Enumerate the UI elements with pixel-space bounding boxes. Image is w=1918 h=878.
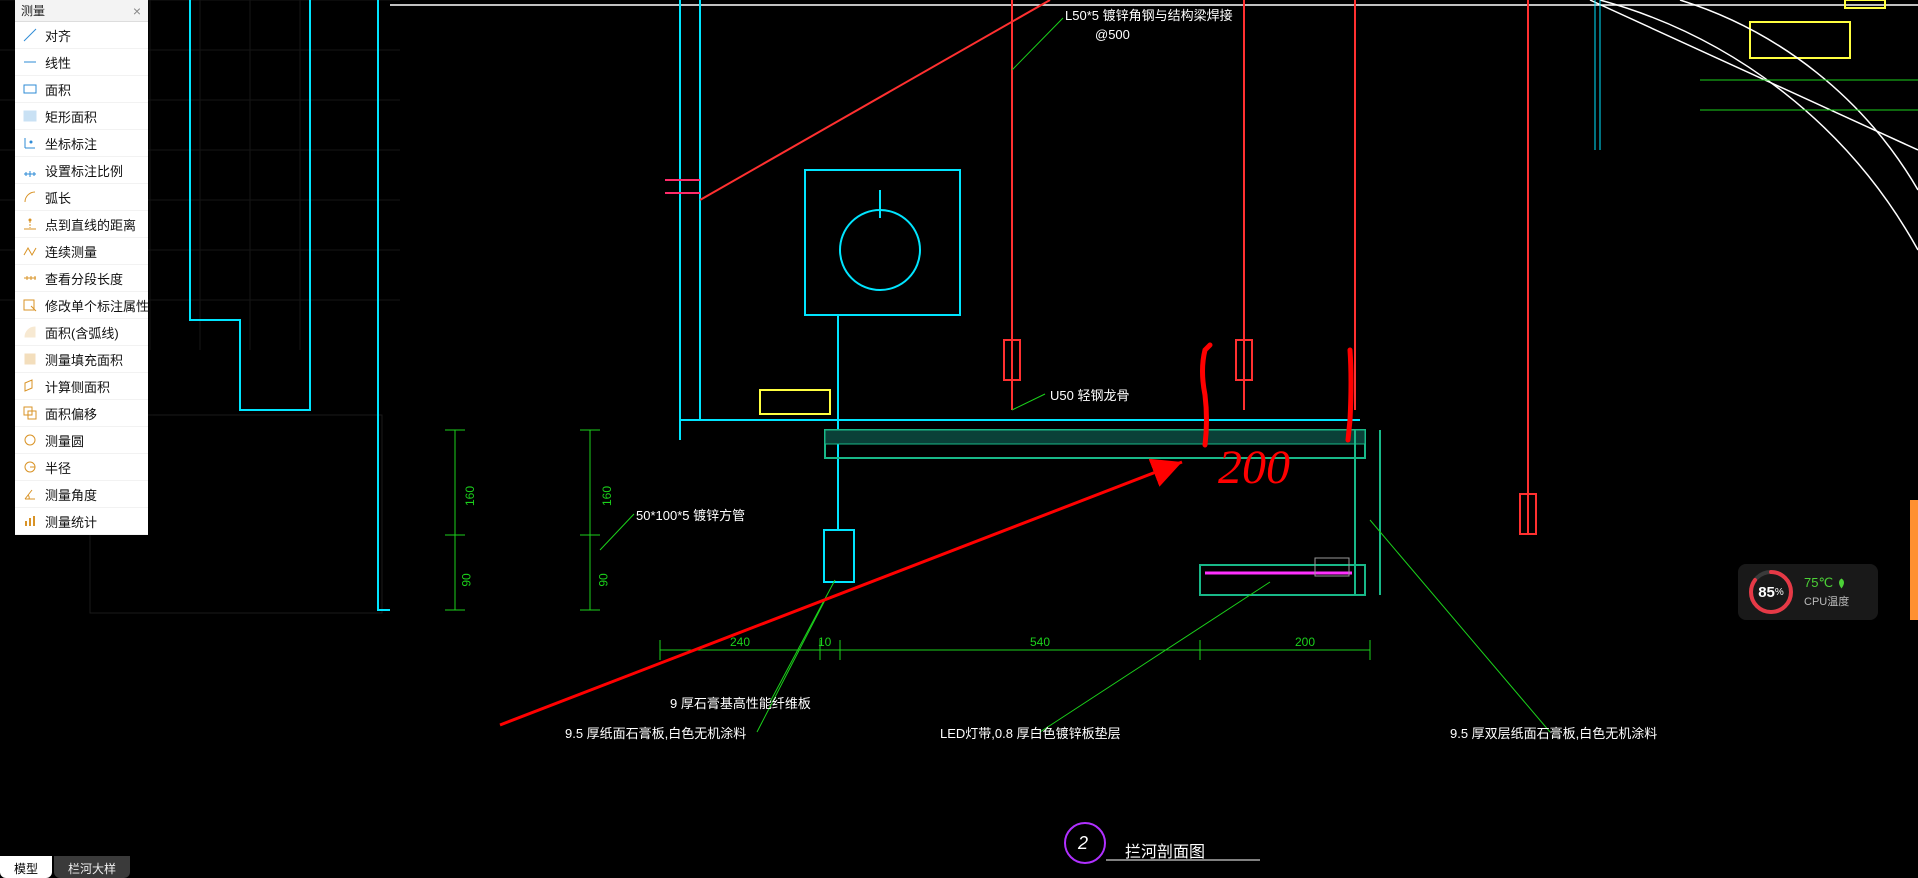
menu-item-label: 测量填充面积 <box>45 350 142 369</box>
menu-header[interactable]: 测量 × <box>15 0 148 22</box>
arcarea-icon <box>21 323 39 341</box>
radius-icon <box>21 458 39 476</box>
cpu-temp-widget[interactable]: 85% 75℃ CPU温度 <box>1738 564 1878 620</box>
menu-item-label: 查看分段长度 <box>45 269 142 288</box>
menu-item-label: 弧长 <box>45 188 142 207</box>
menu-item-linear[interactable]: 线性 <box>15 49 148 76</box>
scale-icon <box>21 161 39 179</box>
menu-item-label: 测量圆 <box>45 431 142 450</box>
menu-item-label: 对齐 <box>45 26 142 45</box>
menu-item-scale[interactable]: 设置标注比例 <box>15 157 148 184</box>
menu-item-align[interactable]: 对齐 <box>15 22 148 49</box>
layout-tabs: 模型栏河大样 <box>0 856 132 878</box>
menu-item-arcarea[interactable]: 面积(含弧线) <box>15 319 148 346</box>
cont-icon <box>21 242 39 260</box>
cad-drawing <box>0 0 1918 878</box>
coord-icon <box>21 134 39 152</box>
circle-icon <box>21 431 39 449</box>
editdim-icon <box>21 296 39 314</box>
menu-item-label: 点到直线的距离 <box>45 215 142 234</box>
tab-model[interactable]: 模型 <box>0 856 52 878</box>
menu-item-arc[interactable]: 弧长 <box>15 184 148 211</box>
menu-item-label: 设置标注比例 <box>45 161 142 180</box>
cpu-gauge: 85% <box>1748 569 1794 615</box>
menu-item-rect[interactable]: 矩形面积 <box>15 103 148 130</box>
menu-item-label: 计算侧面积 <box>45 377 142 396</box>
menu-item-area[interactable]: 面积 <box>15 76 148 103</box>
menu-item-label: 修改单个标注属性 <box>45 296 149 315</box>
menu-item-label: 线性 <box>45 53 142 72</box>
measure-menu: 测量 × 对齐线性面积矩形面积坐标标注设置标注比例弧长点到直线的距离连续测量查看… <box>15 0 148 535</box>
menu-item-label: 连续测量 <box>45 242 142 261</box>
arc-icon <box>21 188 39 206</box>
seg-icon <box>21 269 39 287</box>
menu-item-dist[interactable]: 点到直线的距离 <box>15 211 148 238</box>
menu-item-label: 面积偏移 <box>45 404 142 423</box>
cpu-temp-value: 75℃ <box>1804 575 1833 591</box>
rect-icon <box>21 107 39 125</box>
cpu-temp-label: CPU温度 <box>1804 593 1849 609</box>
menu-item-label: 面积(含弧线) <box>45 323 142 342</box>
menu-item-seg[interactable]: 查看分段长度 <box>15 265 148 292</box>
menu-item-fill[interactable]: 测量填充面积 <box>15 346 148 373</box>
menu-item-cont[interactable]: 连续测量 <box>15 238 148 265</box>
menu-title: 测量 <box>21 2 45 19</box>
menu-item-label: 测量统计 <box>45 512 142 531</box>
cpu-percent: 85 <box>1758 584 1775 601</box>
menu-item-radius[interactable]: 半径 <box>15 454 148 481</box>
side-icon <box>21 377 39 395</box>
tab-detail[interactable]: 栏河大样 <box>54 856 130 878</box>
menu-item-stats[interactable]: 测量统计 <box>15 508 148 535</box>
menu-item-coord[interactable]: 坐标标注 <box>15 130 148 157</box>
menu-item-label: 半径 <box>45 458 142 477</box>
fill-icon <box>21 350 39 368</box>
offset-icon <box>21 404 39 422</box>
dist-icon <box>21 215 39 233</box>
close-icon[interactable]: × <box>128 2 146 20</box>
menu-item-label: 面积 <box>45 80 142 99</box>
area-icon <box>21 80 39 98</box>
linear-icon <box>21 53 39 71</box>
menu-item-circle[interactable]: 测量圆 <box>15 427 148 454</box>
stats-icon <box>21 512 39 530</box>
menu-item-offset[interactable]: 面积偏移 <box>15 400 148 427</box>
align-icon <box>21 26 39 44</box>
angle-icon <box>21 485 39 503</box>
menu-item-label: 矩形面积 <box>45 107 142 126</box>
menu-item-label: 坐标标注 <box>45 134 142 153</box>
leaf-icon <box>1836 578 1847 589</box>
menu-item-label: 测量角度 <box>45 485 142 504</box>
menu-item-angle[interactable]: 测量角度 <box>15 481 148 508</box>
menu-item-editdim[interactable]: 修改单个标注属性 <box>15 292 148 319</box>
menu-item-side[interactable]: 计算侧面积 <box>15 373 148 400</box>
